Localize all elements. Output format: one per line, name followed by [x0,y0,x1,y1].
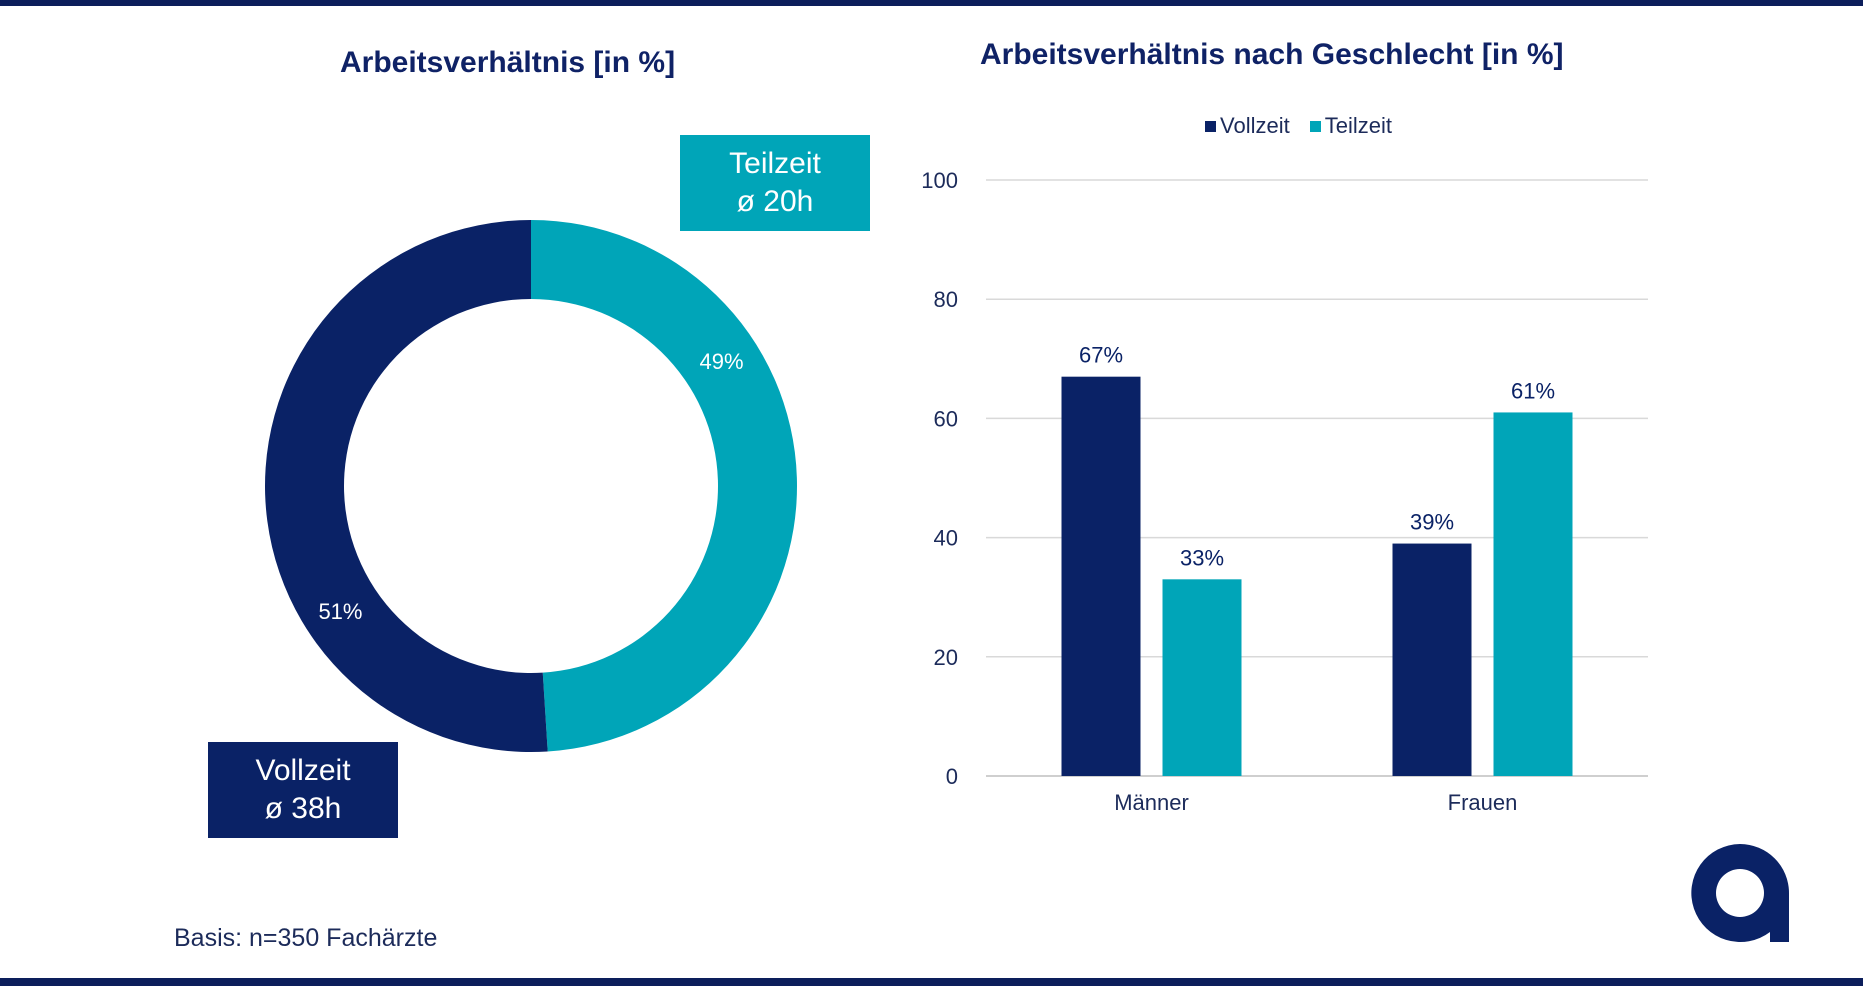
teilzeit-callout-label: Teilzeit [729,147,821,180]
donut-slice-vollzeit [265,220,548,752]
bar-maenner-teilzeit [1162,579,1242,776]
y-tick-label-60: 60 [934,406,958,431]
y-tick-label-40: 40 [934,526,958,551]
bar-label-maenner-vollzeit: 67% [1079,343,1123,368]
bar-frauen-teilzeit [1493,412,1573,776]
legend-swatch-vollzeit [1205,120,1216,132]
y-tick-label-0: 0 [946,764,958,789]
donut-chart-title: Arbeitsverhältnis [in %] [340,46,676,79]
bar-maenner-vollzeit [1061,376,1141,776]
legend-swatch-teilzeit [1309,120,1321,132]
y-tick-label-20: 20 [934,645,958,670]
x-tick-label-maenner: Männer [1114,790,1189,815]
teilzeit-callout: Teilzeit ø 20h [680,135,870,231]
bar-label-frauen-vollzeit: 39% [1410,510,1454,535]
vollzeit-callout-hours: ø 38h [264,792,342,825]
x-tick-label-frauen: Frauen [1448,790,1518,815]
bar-label-maenner-teilzeit: 33% [1180,545,1224,570]
donut-label-vollzeit: 51% [318,599,362,624]
sample-basis-note: Basis: n=350 Fachärzte [174,924,438,952]
a-logo-icon [1691,844,1789,942]
legend-label-vollzeit: Vollzeit [1220,113,1290,138]
bar-frauen-vollzeit [1392,543,1472,776]
legend-item-teilzeit: Teilzeit [1309,113,1392,139]
bar-label-frauen-teilzeit: 61% [1511,378,1555,403]
vollzeit-callout-label: Vollzeit [255,754,351,787]
top-frame-bar [0,0,1863,6]
bar-chart-title: Arbeitsverhältnis nach Geschlecht [in %] [980,38,1564,71]
donut-slice-teilzeit [531,220,798,752]
donut-label-teilzeit: 49% [700,349,744,374]
y-tick-label-100: 100 [921,168,958,193]
teilzeit-callout-hours: ø 20h [736,185,814,218]
bottom-frame-bar [0,978,1863,986]
vollzeit-callout: Vollzeit ø 38h [208,742,398,838]
legend-item-vollzeit: Vollzeit [1205,113,1290,139]
legend-label-teilzeit: Teilzeit [1324,113,1392,138]
bar-chart-legend: Vollzeit Teilzeit [1205,113,1392,139]
y-tick-label-80: 80 [934,287,958,312]
